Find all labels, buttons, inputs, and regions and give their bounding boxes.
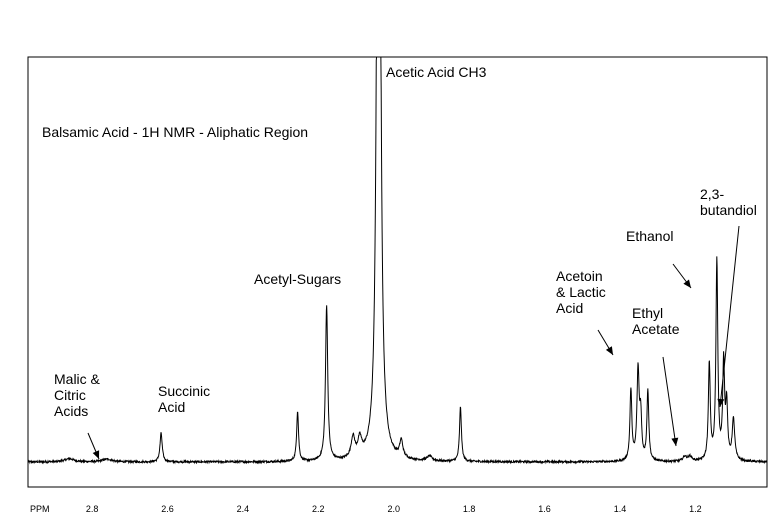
annotation-label: Acetoin (556, 268, 603, 284)
series-line (27, 56, 768, 465)
x-axis-label: PPM (30, 504, 50, 514)
peak-annotations: Malic &CitricAcidsSuccinicAcidAcetyl-Sug… (54, 64, 757, 460)
x-tick-label: 2.8 (86, 504, 99, 514)
x-tick-label: 1.8 (463, 504, 476, 514)
annotation-arrowhead (671, 437, 679, 446)
annotation-label: Citric (54, 387, 86, 403)
annotation-label: Acid (556, 300, 583, 316)
annotation-label: Acetyl-Sugars (254, 271, 341, 287)
x-axis-ticks: 2.8 2.6 2.4 2.2 2.0 1.8 1.6 1.4 1.2 (86, 504, 702, 514)
annotation-arrowhead (683, 279, 691, 288)
annotation-label: Acids (54, 403, 88, 419)
annotation-label: Succinic (158, 383, 210, 399)
x-tick-label: 2.4 (237, 504, 250, 514)
x-tick-label: 2.0 (387, 504, 400, 514)
annotation-label: Acetate (632, 321, 680, 337)
annotation-arrowhead (605, 346, 613, 355)
annotation-label: Acetic Acid CH3 (386, 64, 487, 80)
x-tick-label: 1.2 (689, 504, 702, 514)
annotation-arrowhead (92, 450, 100, 459)
x-tick-label: 2.2 (312, 504, 325, 514)
x-tick-label: 1.4 (614, 504, 627, 514)
annotation-label: Ethyl (632, 305, 663, 321)
annotation-arrow (719, 225, 740, 408)
annotation-label: Acid (158, 399, 185, 415)
x-tick-label: 2.6 (161, 504, 174, 514)
annotation-label: & Lactic (556, 284, 606, 300)
annotation-label: Malic & (54, 371, 101, 387)
annotation-label: 2,3- (700, 186, 724, 202)
x-tick-label: 1.6 (538, 504, 551, 514)
annotation-label: butandiol (700, 202, 757, 218)
plot-frame (27, 56, 768, 488)
chart-title: Balsamic Acid - 1H NMR - Aliphatic Regio… (42, 124, 308, 140)
annotation-arrow (662, 356, 677, 447)
spectrum-marks (27, 56, 768, 465)
annotation-label: Ethanol (626, 228, 673, 244)
annotation-arrowhead (717, 398, 725, 407)
